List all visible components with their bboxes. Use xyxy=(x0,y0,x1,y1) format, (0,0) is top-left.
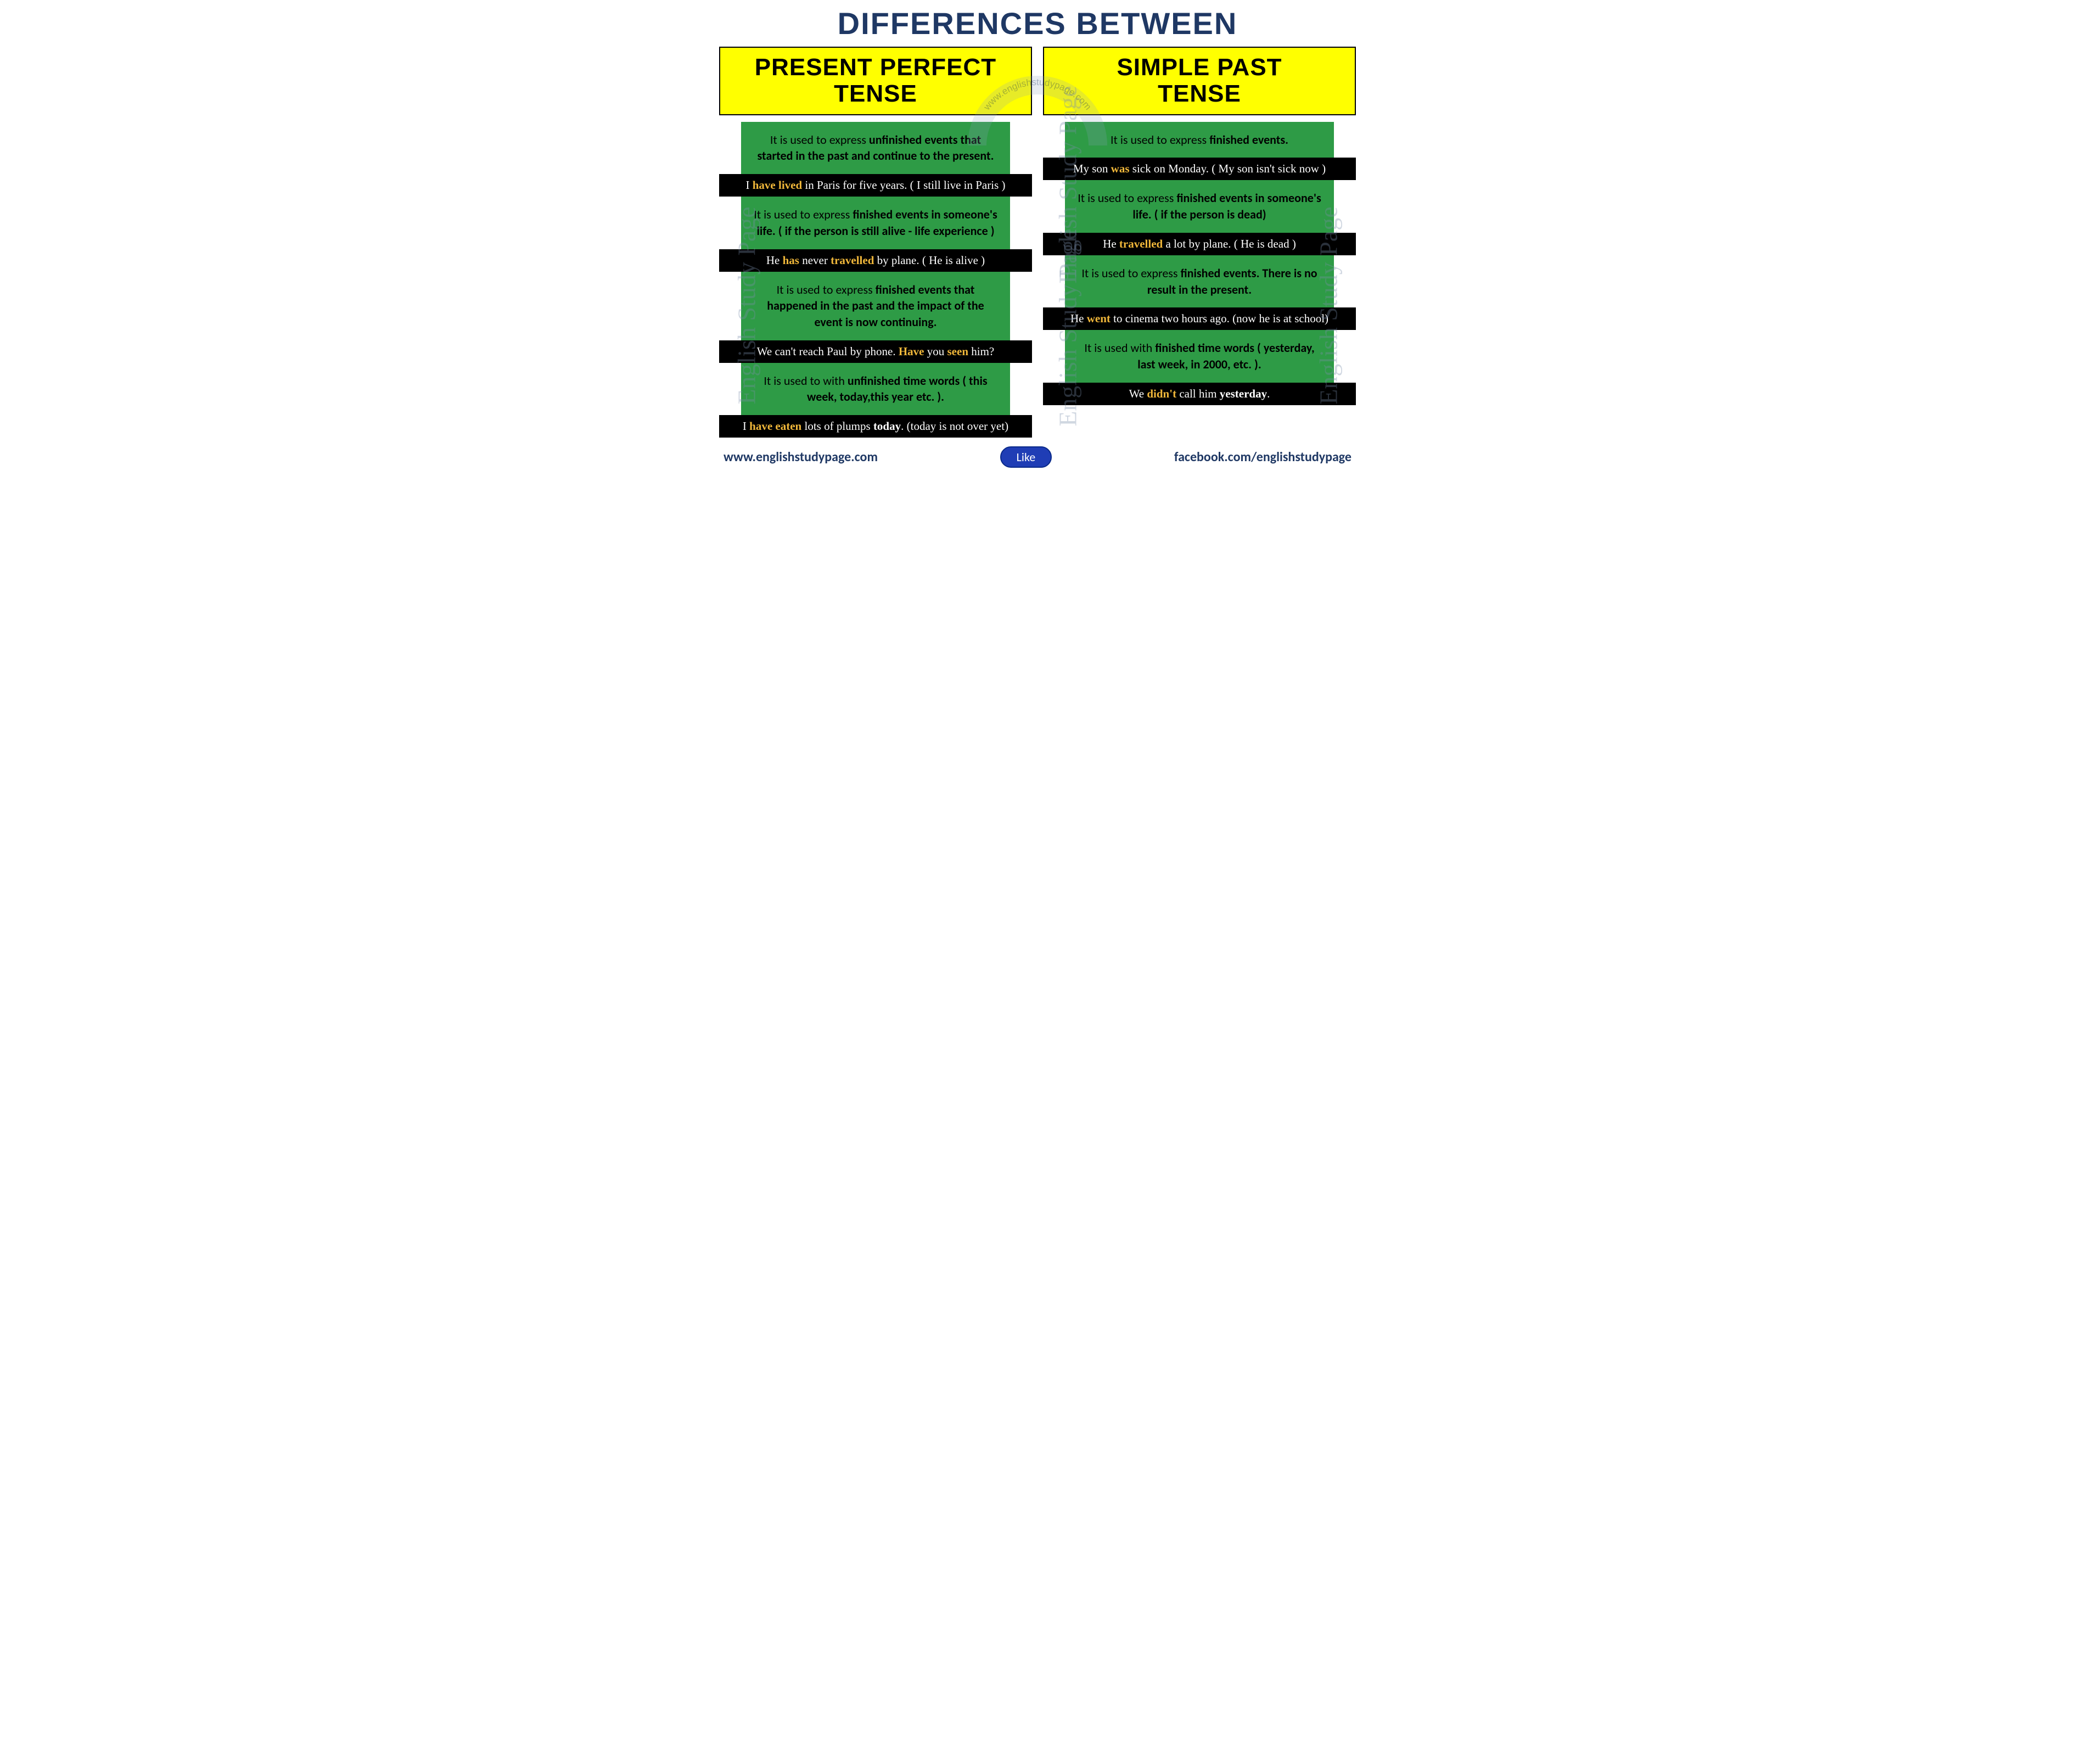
left-column: PRESENT PERFECT TENSE It is used to expr… xyxy=(719,47,1032,438)
right-example-2: He went to cinema two hours ago. (now he… xyxy=(1043,307,1356,330)
left-header-line2: TENSE xyxy=(725,81,1027,107)
right-example-1: He travelled a lot by plane. ( He is dea… xyxy=(1043,233,1356,255)
right-header-line1: SIMPLE PAST xyxy=(1048,54,1350,81)
left-header: PRESENT PERFECT TENSE xyxy=(719,47,1032,115)
left-example-0: I have lived in Paris for five years. ( … xyxy=(719,174,1032,197)
left-rule-0: It is used to express unfinished events … xyxy=(741,122,1010,174)
left-example-2: We can't reach Paul by phone. Have you s… xyxy=(719,340,1032,363)
left-example-1: He has never travelled by plane. ( He is… xyxy=(719,249,1032,272)
left-header-line1: PRESENT PERFECT xyxy=(725,54,1027,81)
left-rule-3: It is used to with unfinished time words… xyxy=(741,363,1010,415)
left-body: It is used to express unfinished events … xyxy=(719,122,1032,438)
left-example-3: I have eaten lots of plumps today. (toda… xyxy=(719,415,1032,438)
page-title: DIFFERENCES BETWEEN xyxy=(719,5,1356,41)
footer-right-url: facebook.com/englishstudypage xyxy=(1174,449,1351,465)
right-rule-0: It is used to express finished events. xyxy=(1065,122,1334,158)
right-example-0: My son was sick on Monday. ( My son isn'… xyxy=(1043,158,1356,180)
right-body: It is used to express finished events.My… xyxy=(1043,122,1356,405)
footer-left-url: www.englishstudypage.com xyxy=(724,449,878,465)
left-rule-2: It is used to express finished events th… xyxy=(741,272,1010,340)
right-header-line2: TENSE xyxy=(1048,81,1350,107)
columns-wrap: PRESENT PERFECT TENSE It is used to expr… xyxy=(719,47,1356,438)
right-rule-3: It is used with finished time words ( ye… xyxy=(1065,330,1334,382)
right-column: SIMPLE PAST TENSE It is used to express … xyxy=(1043,47,1356,438)
right-example-3: We didn't call him yesterday. xyxy=(1043,383,1356,405)
infographic-container: DIFFERENCES BETWEEN www.englishstudypage… xyxy=(719,5,1356,468)
like-button[interactable]: Like xyxy=(1000,446,1052,468)
footer: www.englishstudypage.com Like facebook.c… xyxy=(719,446,1356,468)
right-rule-1: It is used to express finished events in… xyxy=(1065,180,1334,232)
right-header: SIMPLE PAST TENSE xyxy=(1043,47,1356,115)
left-rule-1: It is used to express finished events in… xyxy=(741,197,1010,249)
right-rule-2: It is used to express finished events. T… xyxy=(1065,255,1334,307)
